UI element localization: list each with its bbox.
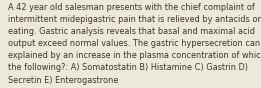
Text: A 42 year old salesman presents with the chief complaint of: A 42 year old salesman presents with the… xyxy=(8,3,255,12)
Text: explained by an increase in the plasma concentration of which of: explained by an increase in the plasma c… xyxy=(8,51,261,60)
Text: Secretin E) Enterogastrone: Secretin E) Enterogastrone xyxy=(8,76,119,84)
Text: output exceed normal values. The gastric hypersecretion can be: output exceed normal values. The gastric… xyxy=(8,39,261,48)
Text: the following?: A) Somatostatin B) Histamine C) Gastrin D): the following?: A) Somatostatin B) Hista… xyxy=(8,63,248,72)
Text: intermittent midepigastric pain that is relieved by antacids or: intermittent midepigastric pain that is … xyxy=(8,15,261,24)
Text: eating. Gastric analysis reveals that basal and maximal acid: eating. Gastric analysis reveals that ba… xyxy=(8,27,255,36)
